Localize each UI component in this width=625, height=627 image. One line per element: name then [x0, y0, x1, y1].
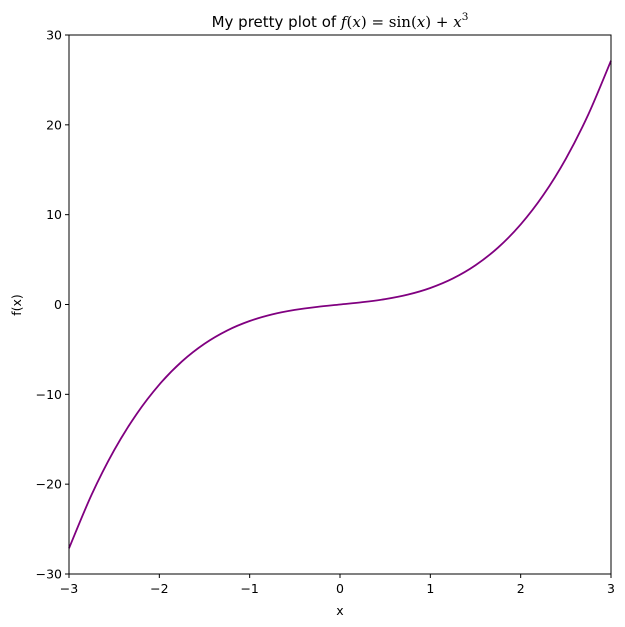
title-x2: x: [417, 13, 426, 31]
y-tick-label: 30: [46, 28, 62, 43]
x-tick-label: −1: [240, 581, 258, 596]
title-plus: +: [431, 13, 453, 31]
y-tick-label: −10: [36, 387, 62, 402]
title-f: f: [340, 13, 349, 31]
title-prefix: My pretty plot of: [212, 13, 341, 31]
series-line-0: [68, 60, 612, 549]
y-tick-label: 0: [54, 297, 62, 312]
title-exp: 3: [462, 11, 469, 23]
x-tick-label: −2: [150, 581, 168, 596]
x-tick-label: 0: [336, 581, 344, 596]
x-tick-label: 2: [517, 581, 525, 596]
title-lp1: (: [346, 13, 352, 31]
y-axis-label: f(x): [9, 294, 24, 316]
title-eq: =: [367, 13, 389, 31]
y-tick-label: −20: [36, 477, 62, 492]
title-rp1: ): [361, 13, 367, 31]
title-rp2: ): [425, 13, 431, 31]
title-lp2: (: [411, 13, 417, 31]
x-tick-label: 1: [426, 581, 434, 596]
chart-title: My pretty plot of f(x) = sin(x) + x3: [212, 11, 469, 31]
x-tick-label: 3: [607, 581, 615, 596]
y-tick-label: 10: [46, 207, 62, 222]
x-axis-label: x: [336, 603, 343, 618]
y-tick-label: 20: [46, 117, 62, 132]
title-x1: x: [352, 13, 361, 31]
y-tick-label: −30: [36, 567, 62, 582]
x-tick-label: −3: [60, 581, 78, 596]
title-sin: sin: [389, 13, 411, 31]
title-x3: x: [453, 13, 462, 31]
